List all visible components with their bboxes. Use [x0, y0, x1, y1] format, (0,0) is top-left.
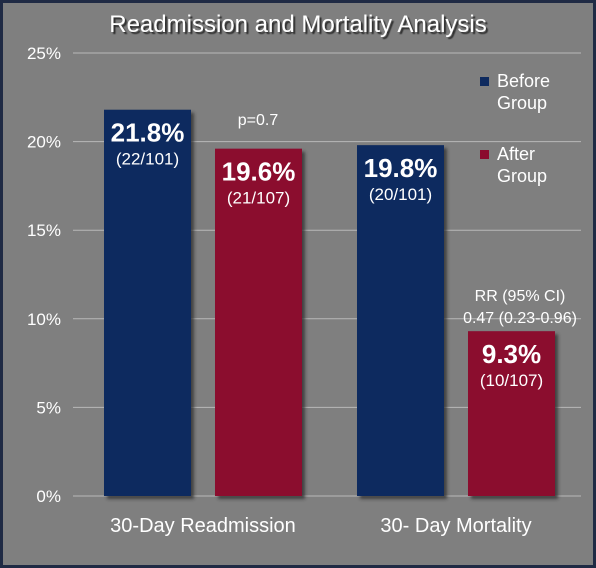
x-category-label: 30- Day Mortality: [380, 515, 531, 537]
bar-value-label: 19.6%: [222, 157, 296, 187]
bar-value-label: 19.8%: [364, 153, 438, 183]
annotation-text: p=0.7: [238, 112, 279, 129]
y-tick-label: 10%: [27, 310, 61, 329]
chart-title: Readmission and Mortality Analysis: [109, 11, 487, 38]
bar-value-label: 9.3%: [482, 339, 541, 369]
y-tick-label: 5%: [36, 398, 61, 417]
legend-swatch: [480, 150, 489, 159]
y-tick-label: 25%: [27, 44, 61, 63]
bar: [104, 109, 191, 496]
legend-label: Group: [497, 93, 547, 113]
bar-count-label: (21/107): [227, 189, 290, 208]
y-tick-label: 20%: [27, 133, 61, 152]
bar: [357, 145, 444, 497]
bar-count-label: (22/101): [116, 150, 179, 169]
y-axis: 0% 5% 10% 15% 20% 25%: [27, 44, 61, 506]
legend-swatch: [480, 77, 489, 86]
legend-label: After: [497, 144, 535, 164]
bar-value-label: 21.8%: [111, 118, 185, 148]
bar-count-label: (20/101): [369, 185, 432, 204]
data-labels: 21.8% (22/101) 19.6% (21/107) 19.8% (20/101) 9…: [111, 118, 544, 391]
x-axis: 30-Day Readmission 30- Day Mortality: [110, 515, 531, 537]
chart-canvas: Readmission and Mortality Analysis 0% 5% 1…: [27, 11, 581, 537]
y-tick-label: 15%: [27, 221, 61, 240]
legend-label: Before: [497, 71, 550, 91]
annotations: p=0.7 RR (95% CI) 0.47 (0.23-0.96): [238, 112, 577, 327]
annotation-text: RR (95% CI): [475, 288, 566, 305]
bar: [468, 331, 555, 496]
y-tick-label: 0%: [36, 487, 61, 506]
legend-label: Group: [497, 166, 547, 186]
bar: [215, 148, 302, 497]
x-category-label: 30-Day Readmission: [110, 515, 296, 537]
bars: [104, 109, 555, 497]
annotation-text: 0.47 (0.23-0.96): [463, 310, 577, 327]
bar-count-label: (10/107): [480, 371, 543, 390]
